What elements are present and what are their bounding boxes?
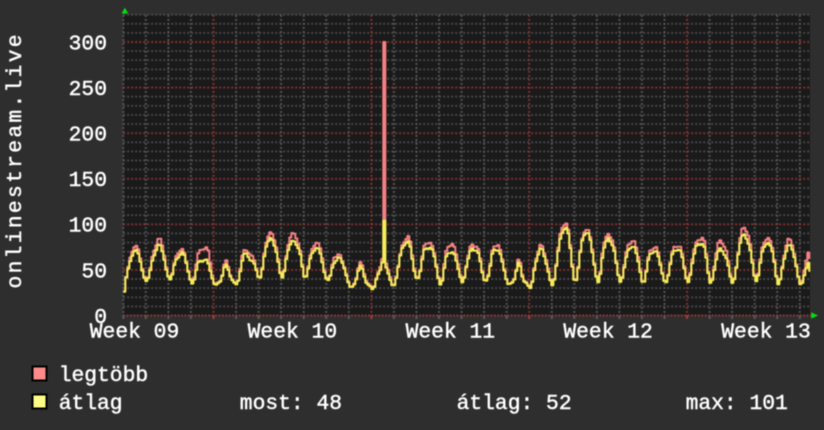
svg-text:Week 12: Week 12	[563, 321, 652, 345]
svg-text:Week 13: Week 13	[721, 321, 810, 345]
svg-text:onlinestream.live: onlinestream.live	[4, 32, 28, 288]
svg-text:max: 101: max: 101	[686, 392, 788, 416]
svg-text:200: 200	[69, 124, 107, 148]
svg-text:50: 50	[81, 260, 107, 284]
svg-text:0: 0	[94, 306, 107, 330]
svg-text:Week 11: Week 11	[406, 321, 495, 345]
svg-text:250: 250	[69, 78, 107, 102]
svg-text:Week 09: Week 09	[90, 321, 179, 345]
svg-text:100: 100	[69, 215, 107, 239]
svg-text:150: 150	[69, 169, 107, 193]
svg-text:Week 10: Week 10	[248, 321, 337, 345]
svg-text:átlag: 52: átlag: 52	[457, 392, 572, 416]
svg-text:átlag: átlag	[59, 392, 123, 416]
svg-text:most: 48: most: 48	[240, 392, 342, 416]
svg-text:legtöbb: legtöbb	[59, 364, 148, 388]
svg-text:300: 300	[69, 32, 107, 56]
